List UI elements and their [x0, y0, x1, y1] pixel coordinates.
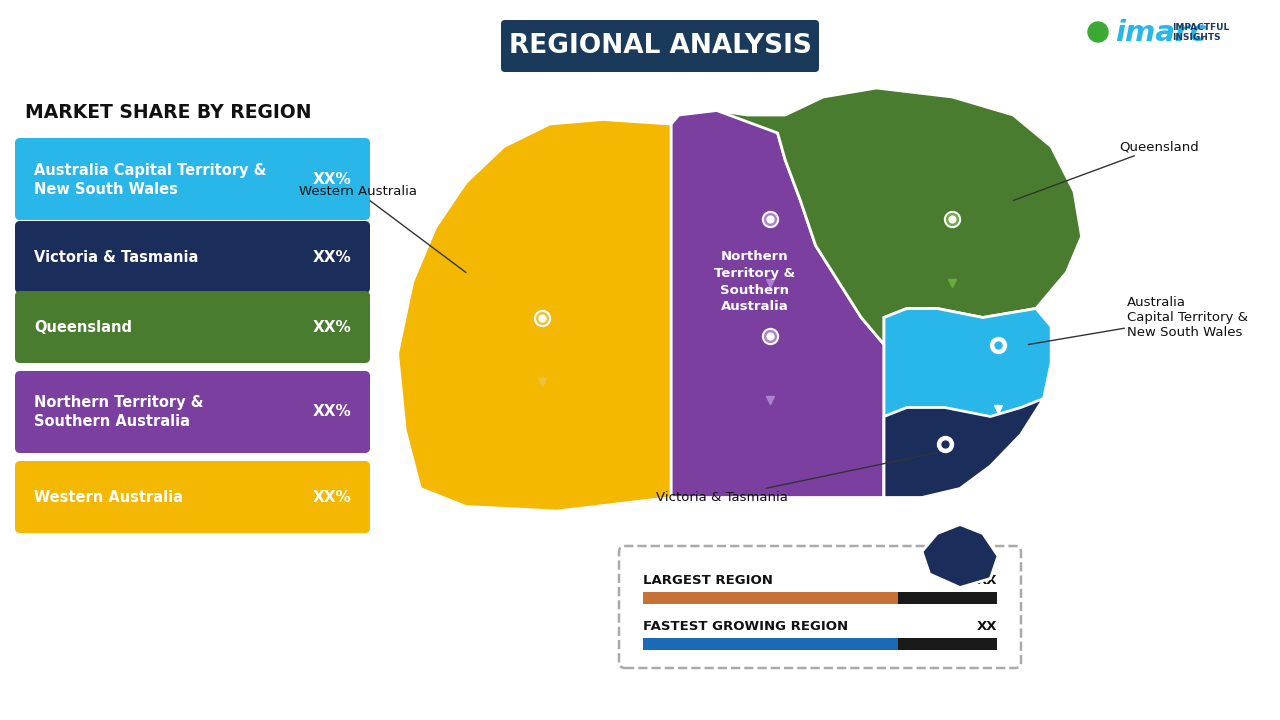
Polygon shape	[922, 524, 998, 588]
Text: Western Australia: Western Australia	[35, 490, 183, 505]
Circle shape	[1088, 22, 1108, 42]
Text: XX%: XX%	[312, 320, 351, 335]
Polygon shape	[398, 120, 671, 511]
FancyBboxPatch shape	[620, 546, 1021, 668]
Polygon shape	[884, 308, 1051, 498]
Text: Western Australia: Western Australia	[298, 185, 466, 272]
FancyBboxPatch shape	[500, 20, 819, 72]
FancyBboxPatch shape	[15, 221, 370, 293]
Text: IMPACTFUL: IMPACTFUL	[1172, 22, 1229, 32]
Text: INSIGHTS: INSIGHTS	[1172, 34, 1221, 42]
Bar	[643, 638, 997, 650]
Text: Northern Territory &: Northern Territory &	[35, 395, 204, 410]
Polygon shape	[671, 110, 884, 498]
Text: XX%: XX%	[312, 405, 351, 420]
Text: XX%: XX%	[312, 490, 351, 505]
Text: Northern
Territory &
Southern
Australia: Northern Territory & Southern Australia	[714, 250, 795, 313]
Text: MARKET SHARE BY REGION: MARKET SHARE BY REGION	[26, 102, 311, 122]
Text: Queensland: Queensland	[1014, 140, 1199, 200]
Text: XX%: XX%	[312, 250, 351, 264]
Polygon shape	[717, 88, 1082, 344]
FancyBboxPatch shape	[15, 291, 370, 363]
Polygon shape	[884, 398, 1043, 498]
Text: Southern Australia: Southern Australia	[35, 415, 189, 430]
Bar	[643, 592, 897, 604]
Bar	[643, 592, 997, 604]
Text: XX%: XX%	[312, 171, 351, 186]
Text: Australia Capital Territory &: Australia Capital Territory &	[35, 163, 266, 178]
Text: Queensland: Queensland	[35, 320, 132, 335]
Text: XX: XX	[977, 574, 997, 587]
FancyBboxPatch shape	[15, 371, 370, 453]
Text: Victoria & Tasmania: Victoria & Tasmania	[35, 250, 198, 264]
Text: New South Wales: New South Wales	[35, 181, 178, 197]
FancyBboxPatch shape	[15, 461, 370, 533]
Text: Victoria & Tasmania: Victoria & Tasmania	[657, 452, 937, 504]
Text: Australia
Capital Territory &
New South Wales: Australia Capital Territory & New South …	[1028, 296, 1248, 344]
Text: imarc: imarc	[1115, 19, 1207, 47]
Bar	[643, 638, 897, 650]
Text: LARGEST REGION: LARGEST REGION	[643, 574, 773, 587]
Text: FASTEST GROWING REGION: FASTEST GROWING REGION	[643, 619, 849, 632]
Text: XX: XX	[977, 619, 997, 632]
Text: REGIONAL ANALYSIS: REGIONAL ANALYSIS	[508, 33, 812, 59]
FancyBboxPatch shape	[15, 138, 370, 220]
